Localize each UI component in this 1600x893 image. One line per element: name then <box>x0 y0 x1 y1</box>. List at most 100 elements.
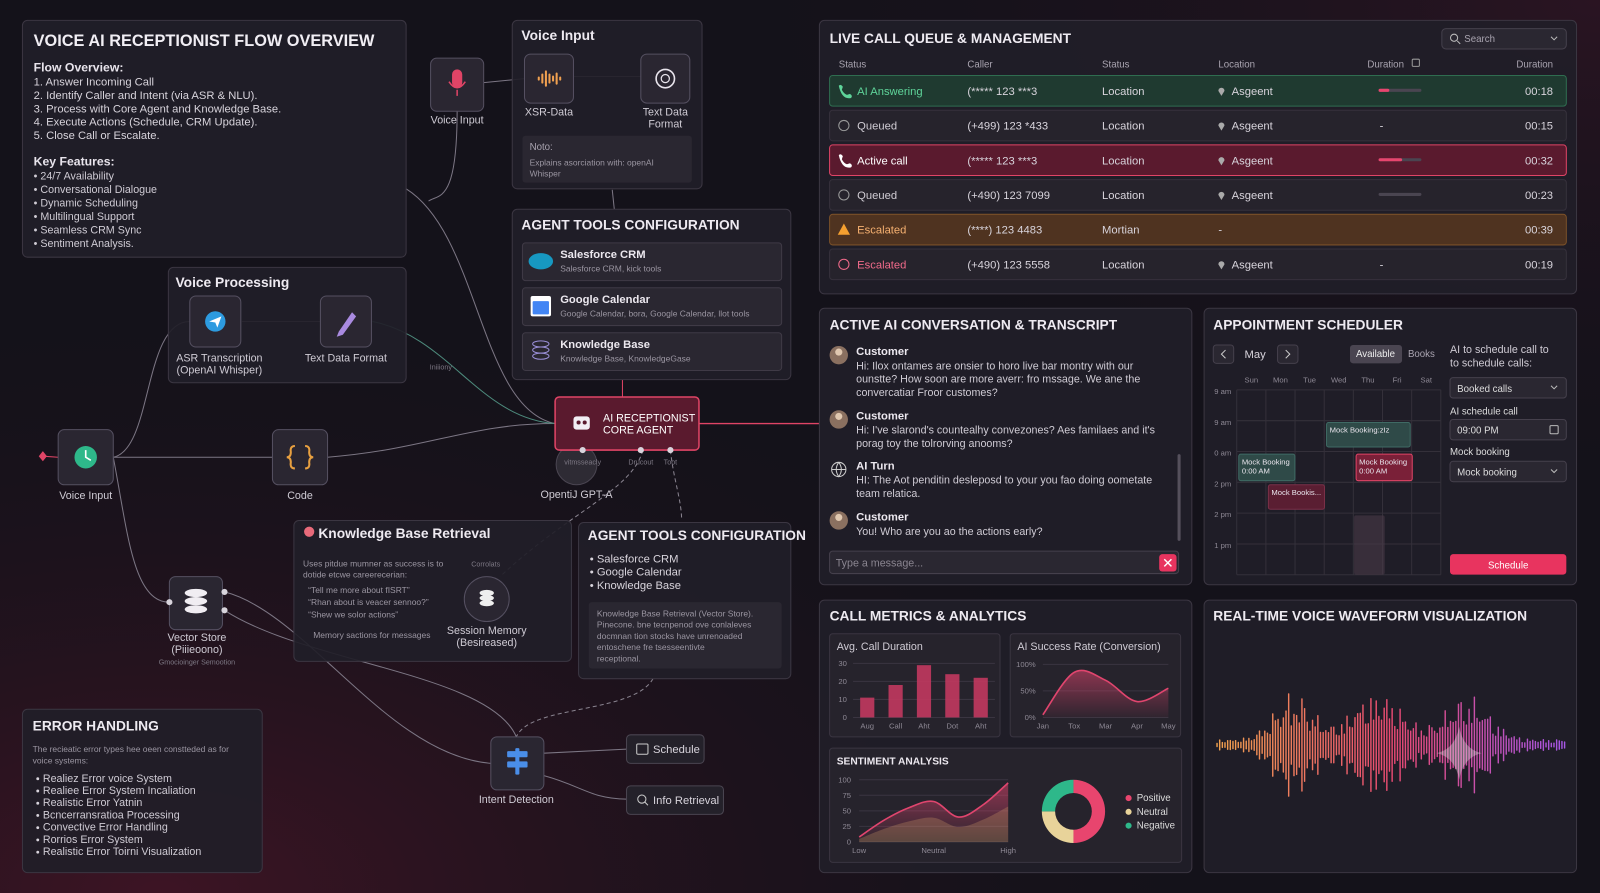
action-button[interactable] <box>626 785 724 815</box>
wave-bar <box>1391 708 1393 783</box>
openai-icon <box>660 73 670 84</box>
message-input[interactable] <box>829 550 1180 575</box>
wave-bar <box>1386 699 1388 792</box>
duration: 00:39 <box>1525 225 1553 237</box>
column-header: Location <box>1218 59 1255 70</box>
sparkle <box>1436 726 1482 780</box>
tool-item[interactable] <box>521 332 783 371</box>
wave-bar <box>1242 737 1245 753</box>
nav-arrow <box>1220 349 1291 359</box>
message-text: team relatica. <box>856 488 920 500</box>
tool-name: Google Calendar <box>560 294 650 306</box>
action-button[interactable] <box>626 734 705 764</box>
tool-item[interactable] <box>521 242 783 282</box>
bullet <box>36 826 40 830</box>
queue-row[interactable] <box>829 179 1567 211</box>
database-icon <box>532 352 550 360</box>
feature-item: • Sentiment Analysis. <box>34 238 134 250</box>
calendar-event[interactable] <box>1326 422 1411 448</box>
wave-bar <box>1558 740 1560 750</box>
calendar-icon <box>532 301 549 315</box>
kb-text: dotide etcwe careerecerian: <box>303 570 407 580</box>
wave-bar <box>1428 724 1430 766</box>
panel-title: REAL-TIME VOICE WAVEFORM VISUALIZATION <box>1213 609 1527 624</box>
checkbox[interactable] <box>1411 58 1420 67</box>
bar <box>916 665 932 718</box>
queue-row[interactable] <box>829 213 1567 246</box>
message-text: You! Who are you ao the actions early? <box>856 526 1042 538</box>
calendar-icon <box>1549 425 1559 435</box>
select[interactable] <box>1449 377 1567 399</box>
wave-bar <box>1550 742 1553 748</box>
wave-bar <box>1256 734 1258 756</box>
schedule-button[interactable] <box>1450 554 1567 575</box>
node-label: Vector Store <box>167 632 226 644</box>
wave-bar <box>1282 717 1285 773</box>
wave-bar <box>1540 740 1542 750</box>
pin-icon <box>1218 122 1225 131</box>
wave-bar <box>1542 739 1545 752</box>
wave-bar <box>1489 716 1492 774</box>
wave-bar <box>1463 720 1465 770</box>
location: Asgeent <box>1232 155 1274 167</box>
note-box <box>522 135 692 183</box>
wave-bar <box>1481 720 1484 770</box>
nav-prev[interactable] <box>1212 344 1235 364</box>
feature-item: • Dynamic Scheduling <box>34 198 138 210</box>
kb-text: Memory sactions for messages <box>313 630 430 640</box>
event-shadow <box>1354 515 1385 575</box>
scrollbar <box>1177 454 1181 541</box>
action-label: Info Retrieval <box>653 795 719 807</box>
wave-bar <box>1516 739 1518 751</box>
wave-icon <box>559 76 562 81</box>
y-tick-label: 30 <box>838 659 846 668</box>
queue-row[interactable] <box>829 75 1567 107</box>
tab-active[interactable] <box>1350 344 1403 364</box>
node-label: Session Memory <box>447 625 527 637</box>
select[interactable] <box>1449 460 1567 483</box>
tool-item[interactable] <box>521 287 783 327</box>
queue-row[interactable] <box>829 109 1567 142</box>
core-title: AI RECEPTIONIST <box>603 412 696 424</box>
progress-track <box>1378 88 1422 92</box>
calendar-event[interactable] <box>1267 484 1326 510</box>
calendar-event[interactable] <box>1355 453 1413 482</box>
wave-bar <box>1396 728 1399 762</box>
tool-name: Salesforce CRM <box>560 249 645 261</box>
wave-bar <box>1534 740 1537 750</box>
search-box[interactable] <box>1441 28 1567 50</box>
calendar-event[interactable] <box>1238 453 1296 482</box>
note-text: docmnan tion stocks have unrenoaded <box>597 631 743 641</box>
wave-bar <box>1555 739 1558 751</box>
wave-bar <box>1351 727 1354 763</box>
phone-icon <box>838 84 852 99</box>
asr-icon <box>209 316 222 328</box>
wave-bar <box>1287 693 1290 797</box>
error-item: Realiee Error System Incaliation <box>43 785 196 797</box>
waveform-panel <box>1203 599 1578 874</box>
connector <box>112 457 170 603</box>
wave-bar <box>1335 734 1338 756</box>
x-tick-label: Mar <box>1099 722 1113 731</box>
queue-row[interactable] <box>829 144 1567 177</box>
wave-bar <box>1412 728 1415 762</box>
node-label: (Besireased) <box>456 637 517 649</box>
pen-icon <box>336 312 357 337</box>
queue-row[interactable] <box>829 248 1567 281</box>
y-tick-label: 50% <box>1020 686 1035 695</box>
duration: 00:19 <box>1525 259 1553 271</box>
nav-next[interactable] <box>1277 344 1299 364</box>
time-input[interactable] <box>1449 418 1567 441</box>
wave-bar <box>1532 739 1534 751</box>
wave-bar <box>1505 735 1507 755</box>
flow-step: 2. Identify Caller and Intent (via ASR &… <box>34 90 258 102</box>
wave-bar <box>1301 698 1303 792</box>
wave-bar <box>1497 726 1499 764</box>
port <box>221 607 228 614</box>
legend-swatch <box>1125 795 1132 802</box>
node-label: Code <box>287 490 313 502</box>
panel-title: APPOINTMENT SCHEDULER <box>1213 318 1403 333</box>
x-tick-label: Tox <box>1068 722 1080 731</box>
weekday: Sun <box>1245 376 1259 385</box>
panel-title: Voice Input <box>521 28 595 43</box>
